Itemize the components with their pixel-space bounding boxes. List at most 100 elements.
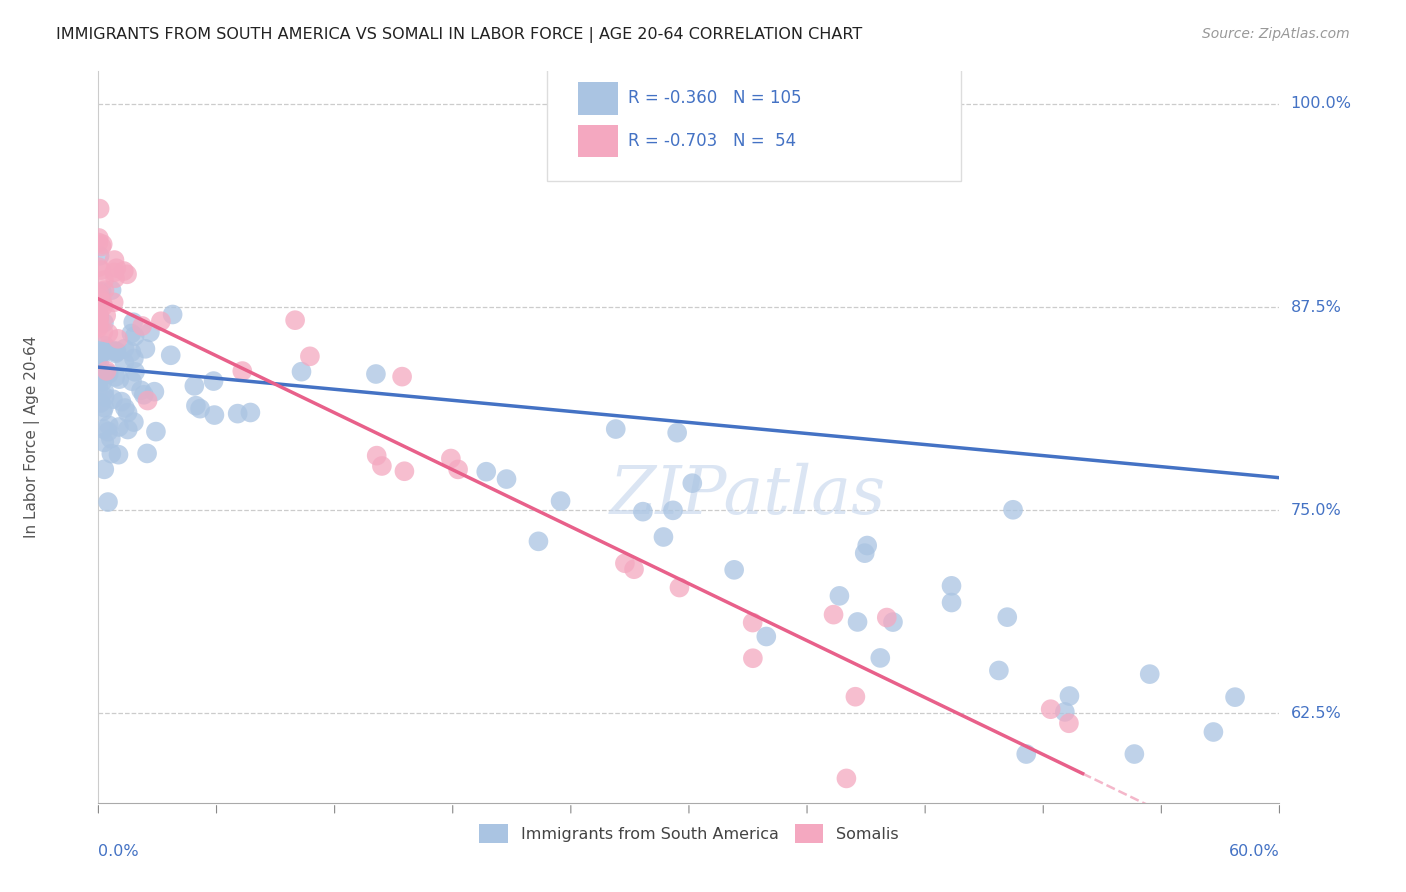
Point [93,283,115,297]
Point [115,268,138,282]
Point [87,380,110,394]
Point [91,299,114,313]
FancyBboxPatch shape [578,125,619,157]
Point [495,472,517,486]
Point [631,505,654,519]
Point [162,308,184,322]
Point [394,464,416,478]
Point [87,318,110,333]
Point [108,420,131,434]
Point [134,342,156,356]
Point [105,261,128,276]
Text: ZIPatlas: ZIPatlas [610,463,886,528]
Point [96,309,118,323]
Point [755,630,778,644]
Point [87,365,110,379]
Point [652,530,675,544]
Point [681,476,703,491]
Point [89,291,111,305]
Point [89,249,111,263]
Point [90,239,112,253]
Point [110,394,132,409]
Text: 62.5%: 62.5% [1291,706,1341,721]
Point [97,418,120,433]
Point [103,265,125,279]
Point [107,332,129,346]
Point [89,294,111,309]
Point [87,231,110,245]
Text: In Labor Force | Age 20-64: In Labor Force | Age 20-64 [24,336,39,538]
Point [93,338,115,352]
Point [89,286,111,301]
Point [869,651,891,665]
Text: Source: ZipAtlas.com: Source: ZipAtlas.com [1202,27,1350,41]
FancyBboxPatch shape [547,68,960,181]
Point [828,589,851,603]
Point [93,401,115,415]
Point [1053,705,1076,719]
Point [226,407,249,421]
Point [1202,725,1225,739]
Point [188,401,211,416]
Point [96,364,118,378]
Point [371,458,394,473]
Point [104,271,127,285]
Point [114,401,136,415]
Point [846,615,869,629]
Point [93,462,115,476]
Point [231,364,253,378]
Point [136,393,159,408]
Point [101,392,124,407]
Point [131,318,153,333]
Point [440,451,463,466]
Point [87,349,110,363]
Point [100,447,122,461]
Point [112,355,135,369]
Point [122,351,145,366]
Point [89,308,111,322]
Point [87,235,110,250]
Point [100,432,122,446]
Point [835,772,858,786]
Point [1002,502,1025,516]
Point [91,404,114,418]
Point [97,495,120,509]
Point [183,379,205,393]
Point [941,579,963,593]
Point [93,435,115,450]
Text: 87.5%: 87.5% [1291,300,1341,315]
Point [108,372,131,386]
Point [1139,667,1161,681]
Point [995,610,1018,624]
Point [90,263,112,277]
Point [93,422,115,436]
Point [149,314,172,328]
Point [1123,747,1146,761]
Point [145,425,167,439]
Point [1039,702,1062,716]
Point [613,556,636,570]
Point [91,375,114,389]
Point [741,615,763,630]
Point [89,365,111,379]
Point [122,415,145,429]
Point [239,405,262,419]
Point [120,326,142,341]
Text: 60.0%: 60.0% [1229,845,1279,860]
Point [882,615,904,629]
Point [623,562,645,576]
Point [1057,716,1080,731]
Point [90,343,112,358]
Point [366,449,388,463]
Point [662,503,685,517]
Point [103,295,125,310]
Point [93,316,115,330]
Point [298,349,321,363]
Point [100,283,122,297]
Point [364,367,387,381]
Point [475,465,498,479]
Point [723,563,745,577]
Text: 100.0%: 100.0% [1291,96,1351,112]
Point [90,285,112,299]
Point [184,399,207,413]
